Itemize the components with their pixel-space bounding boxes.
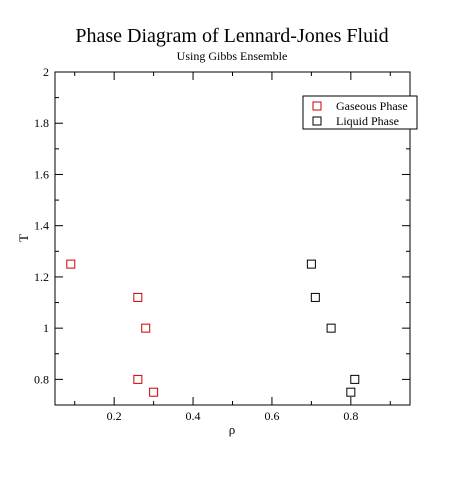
legend-label: Gaseous Phase (336, 99, 408, 113)
y-tick-label: 1 (43, 321, 49, 335)
liquid-phase-point (350, 374, 360, 384)
liquid-phase-point (306, 259, 316, 269)
y-tick-label: 1.4 (34, 219, 49, 233)
x-tick-label: 0.8 (343, 409, 358, 423)
liquid-phase-point (326, 323, 336, 333)
y-tick-label: 2 (43, 65, 49, 79)
legend-marker (312, 101, 322, 111)
x-tick-label: 0.2 (107, 409, 122, 423)
y-tick-label: 1.6 (34, 167, 49, 181)
y-tick-label: 1.8 (34, 116, 49, 130)
gaseous-phase-point (141, 323, 151, 333)
x-tick-label: 0.4 (186, 409, 201, 423)
gaseous-phase-point (133, 374, 143, 384)
legend-marker (312, 116, 322, 126)
x-tick-label: 0.6 (264, 409, 279, 423)
liquid-phase-point (310, 292, 320, 302)
x-axis-label: ρ (229, 422, 236, 437)
liquid-phase-point (346, 387, 356, 397)
gaseous-phase-point (149, 387, 159, 397)
y-tick-label: 1.2 (34, 270, 49, 284)
y-axis-label: T (16, 234, 31, 242)
legend-box (302, 95, 418, 130)
chart-subtitle: Using Gibbs Ensemble (177, 49, 288, 63)
legend-label: Liquid Phase (336, 114, 399, 128)
gaseous-phase-point (66, 259, 76, 269)
y-tick-label: 0.8 (34, 372, 49, 386)
chart-title: Phase Diagram of Lennard-Jones Fluid (75, 25, 388, 47)
marker-layer (66, 259, 360, 397)
axis-layer: 0.2 0.4 0.6 0.8 0.8 1 1.2 1.4 1.6 1.8 2 (34, 65, 410, 423)
gaseous-phase-point (133, 292, 143, 302)
